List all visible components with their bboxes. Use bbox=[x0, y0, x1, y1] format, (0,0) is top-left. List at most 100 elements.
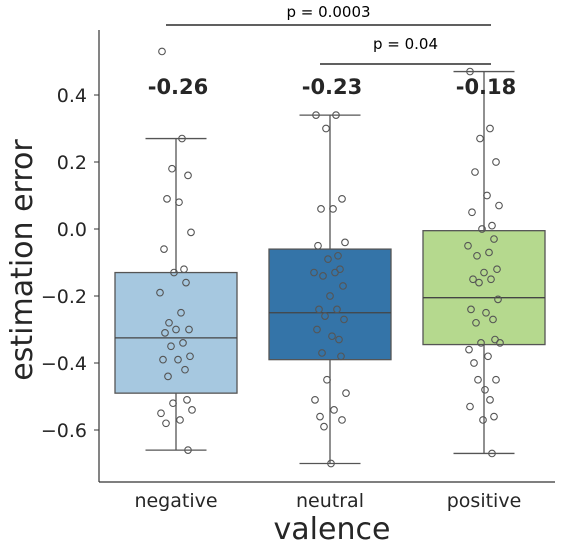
data-point bbox=[158, 47, 166, 56]
data-point bbox=[176, 416, 184, 424]
data-point bbox=[317, 205, 325, 213]
data-point bbox=[475, 278, 483, 287]
mean-label: -0.23 bbox=[302, 75, 363, 99]
data-point bbox=[472, 318, 480, 327]
data-point bbox=[470, 359, 478, 367]
data-point bbox=[466, 402, 474, 411]
data-point bbox=[323, 375, 331, 384]
data-point bbox=[169, 399, 177, 408]
data-point bbox=[183, 396, 191, 404]
data-point bbox=[495, 201, 503, 210]
data-point bbox=[156, 288, 164, 297]
data-point bbox=[474, 375, 482, 384]
data-point bbox=[332, 111, 340, 119]
boxes-layer bbox=[114, 70, 546, 465]
p-value-label: p = 0.0003 bbox=[286, 3, 370, 21]
data-point bbox=[316, 412, 324, 421]
data-point bbox=[473, 251, 481, 260]
data-point bbox=[174, 355, 182, 364]
data-point bbox=[170, 268, 178, 277]
data-point bbox=[488, 449, 496, 458]
data-point bbox=[490, 412, 498, 421]
data-point bbox=[465, 345, 473, 354]
y-tick-label: −0.4 bbox=[41, 353, 87, 375]
data-point bbox=[496, 339, 504, 347]
data-point bbox=[167, 342, 175, 351]
data-point bbox=[157, 409, 165, 418]
data-point bbox=[180, 265, 188, 274]
data-point bbox=[338, 195, 346, 203]
data-point bbox=[175, 198, 183, 207]
data-point bbox=[163, 195, 171, 203]
data-point bbox=[492, 375, 500, 384]
data-point bbox=[486, 396, 494, 404]
data-point bbox=[320, 422, 328, 431]
mean-labels-layer: -0.26 -0.23 -0.18 bbox=[148, 75, 517, 99]
data-point bbox=[161, 329, 169, 337]
data-point bbox=[168, 164, 176, 173]
data-point bbox=[184, 446, 192, 454]
data-point bbox=[488, 221, 496, 230]
data-point bbox=[467, 305, 475, 314]
box-iqr bbox=[268, 248, 392, 361]
y-tick-label: 0.2 bbox=[57, 152, 87, 174]
data-point bbox=[341, 238, 349, 247]
y-tick-label: 0.4 bbox=[57, 85, 87, 107]
data-point bbox=[310, 268, 318, 277]
x-axis-title: valence bbox=[274, 512, 391, 547]
y-tick-label: −0.6 bbox=[41, 420, 87, 442]
data-point bbox=[178, 134, 186, 143]
x-tick-label: negative bbox=[134, 490, 217, 512]
data-point bbox=[326, 292, 334, 300]
data-point bbox=[483, 191, 491, 200]
data-point bbox=[162, 419, 170, 428]
data-point bbox=[490, 235, 498, 243]
data-point bbox=[334, 251, 342, 260]
data-point bbox=[342, 389, 350, 398]
data-point bbox=[164, 372, 172, 381]
data-point bbox=[464, 241, 472, 250]
data-point bbox=[185, 325, 193, 334]
data-point bbox=[328, 332, 336, 341]
data-point bbox=[329, 205, 337, 213]
data-point bbox=[188, 406, 196, 414]
data-point bbox=[489, 315, 497, 324]
box-iqr bbox=[422, 230, 546, 346]
data-point bbox=[165, 318, 173, 327]
data-point bbox=[321, 312, 329, 320]
data-point bbox=[494, 295, 502, 304]
mean-label: -0.26 bbox=[148, 75, 209, 99]
mean-label: -0.18 bbox=[456, 75, 517, 99]
data-point bbox=[493, 265, 501, 274]
data-point bbox=[318, 349, 326, 357]
data-point bbox=[340, 315, 348, 324]
data-point bbox=[330, 406, 338, 414]
data-point bbox=[187, 228, 195, 237]
data-point bbox=[186, 352, 194, 361]
data-point bbox=[476, 134, 484, 143]
points-layer bbox=[156, 47, 504, 468]
data-point bbox=[487, 275, 495, 284]
data-point bbox=[485, 248, 493, 257]
data-point bbox=[160, 245, 168, 253]
data-point bbox=[482, 308, 490, 317]
data-point bbox=[481, 385, 489, 394]
x-tick-label: neutral bbox=[296, 490, 364, 512]
data-point bbox=[339, 282, 347, 290]
data-point bbox=[469, 275, 477, 284]
data-point bbox=[466, 67, 474, 76]
data-point bbox=[478, 225, 486, 233]
box-neutral bbox=[268, 114, 392, 465]
data-point bbox=[312, 111, 320, 119]
data-point bbox=[184, 171, 192, 180]
data-point bbox=[182, 278, 190, 287]
data-point bbox=[486, 124, 494, 133]
data-point bbox=[327, 459, 335, 468]
data-point bbox=[480, 268, 488, 277]
y-tick-label: −0.2 bbox=[41, 286, 87, 308]
p-value-label: p = 0.04 bbox=[373, 35, 438, 53]
data-point bbox=[322, 124, 330, 133]
x-axis: negative neutral positive bbox=[99, 481, 555, 512]
data-point bbox=[159, 355, 167, 364]
